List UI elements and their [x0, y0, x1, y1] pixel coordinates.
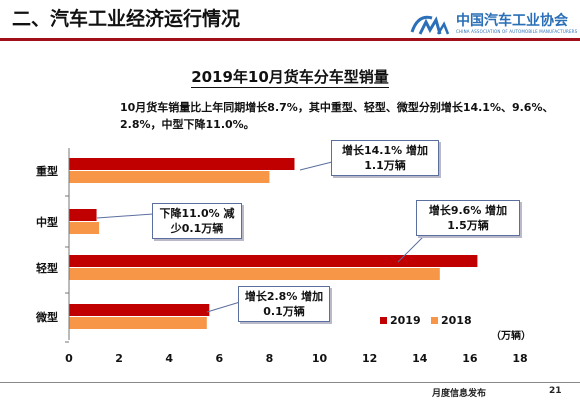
page-number: 21 — [549, 386, 562, 396]
category-label: 轻型 — [36, 261, 58, 275]
legend: 2019 2018 — [380, 314, 472, 327]
category-label: 微型 — [35, 310, 58, 324]
callout-mini: 增长2.8% 增加0.1万辆 — [238, 286, 330, 322]
legend-swatch — [431, 317, 438, 324]
legend-label: 2019 — [390, 314, 421, 327]
footer-text: 月度信息发布 — [432, 389, 487, 399]
bar-2018 — [69, 222, 100, 234]
category-label: 中型 — [36, 215, 58, 229]
chart-title-text: 2019年10月货车分车型销量 — [191, 68, 389, 88]
x-tick-label: 8 — [266, 352, 274, 365]
bar-2018 — [69, 317, 207, 329]
callout-light: 增长9.6% 增加1.5万辆 — [416, 200, 520, 236]
x-tick-label: 12 — [362, 352, 377, 365]
logo-subtext: CHINA ASSOCIATION OF AUTOMOBILE MANUFACT… — [456, 29, 578, 34]
bar-2019 — [69, 209, 97, 221]
chart-subtitle: 10月货车销量比上年同期增长8.7%，其中重型、轻型、微型分别增长14.1%、9… — [120, 101, 554, 131]
x-tick-label: 2 — [115, 352, 123, 365]
callout-heavy: 增长14.1% 增加1.1万辆 — [331, 140, 439, 176]
bar-2018 — [69, 171, 270, 183]
chart-title: 2019年10月货车分车型销量 — [0, 66, 580, 88]
x-tick-label: 10 — [312, 352, 328, 365]
logo: 中国汽车工业协会 CHINA ASSOCIATION OF AUTOMOBILE… — [408, 10, 578, 46]
page-title: 二、汽车工业经济运行情况 — [12, 8, 241, 30]
callout-pointer — [96, 213, 154, 219]
bar-2019 — [69, 304, 210, 316]
bar-2019 — [69, 255, 478, 267]
x-tick-label: 6 — [216, 352, 224, 365]
x-tick-label: 14 — [412, 352, 428, 365]
bar-2018 — [69, 268, 440, 280]
x-tick-label: 18 — [512, 352, 527, 365]
legend-label: 2018 — [441, 314, 472, 327]
x-tick-label: 16 — [462, 352, 478, 365]
logo-text: 中国汽车工业协会 — [456, 13, 568, 29]
unit-label: （万辆） — [491, 329, 531, 342]
x-tick-label: 4 — [165, 352, 173, 365]
callout-pointer — [299, 161, 333, 171]
callout-pointer — [206, 301, 241, 313]
category-label: 重型 — [36, 164, 58, 178]
header-divider — [0, 38, 580, 41]
callout-medium: 下降11.0% 减少0.1万辆 — [152, 203, 242, 239]
bar-2019 — [69, 158, 295, 170]
bars-group — [69, 158, 478, 329]
x-tick-label: 0 — [65, 352, 73, 365]
legend-swatch — [380, 317, 387, 324]
caam-logo-icon — [410, 15, 450, 35]
footer-divider — [0, 382, 580, 383]
